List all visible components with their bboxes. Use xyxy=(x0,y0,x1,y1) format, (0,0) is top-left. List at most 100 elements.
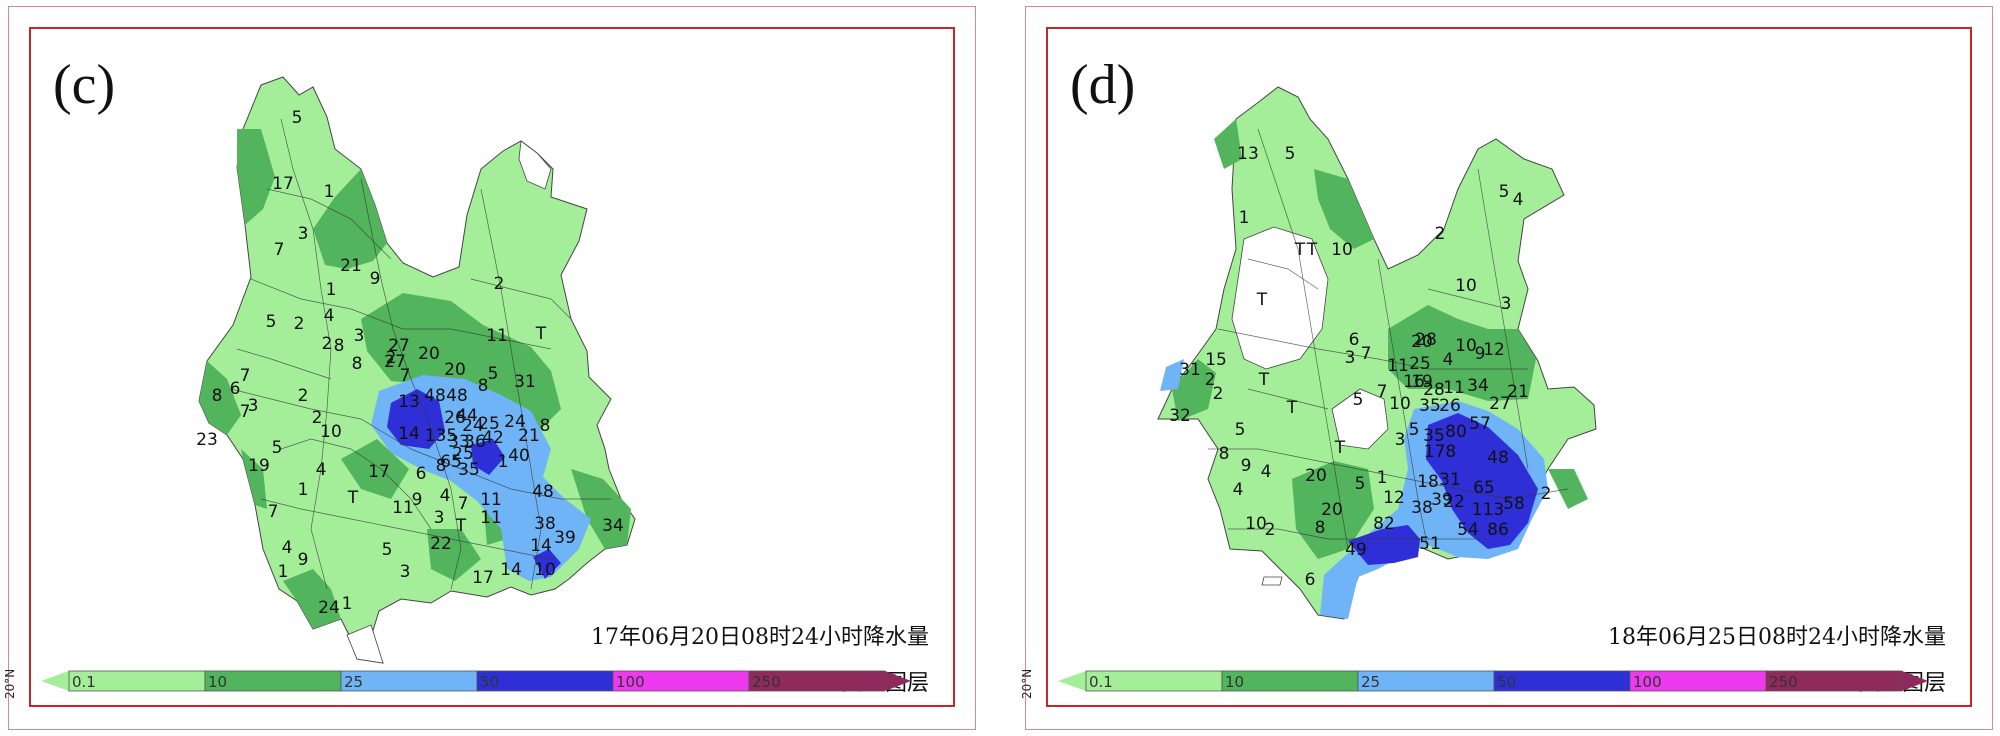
station-value: 28 xyxy=(1423,380,1445,400)
station-value: 17 xyxy=(272,174,294,194)
station-value: 32 xyxy=(1169,406,1191,426)
station-value: 8 xyxy=(540,416,551,436)
station-value: 25 xyxy=(1409,354,1431,374)
station-value: 10 xyxy=(320,422,342,442)
latitude-label: 20°N xyxy=(1020,668,1034,699)
station-value: 5 xyxy=(1353,390,1364,410)
latitude-label: 20°N xyxy=(3,668,17,699)
station-value: 48 xyxy=(1487,448,1509,468)
station-value: 1 xyxy=(498,452,509,472)
station-value: 21 xyxy=(340,256,362,276)
station-value: 10 xyxy=(1455,276,1477,296)
station-value: 11 xyxy=(1387,356,1409,376)
station-value: 36 xyxy=(464,432,486,452)
station-value: 1 xyxy=(324,182,335,202)
station-value: 135 xyxy=(425,426,457,446)
station-value: 8 xyxy=(352,354,363,374)
station-value: T xyxy=(1294,240,1306,260)
no-rain-area xyxy=(1261,576,1283,586)
station-value: 1 xyxy=(326,280,337,300)
legend-arrow-right xyxy=(1902,671,1928,691)
station-value: 54 xyxy=(1457,520,1479,540)
station-value: 20 xyxy=(418,344,440,364)
station-value: 27 xyxy=(1489,394,1511,414)
rain-10-25 xyxy=(1214,119,1242,169)
station-value: 2 xyxy=(386,348,397,368)
station-value: 8 xyxy=(212,386,223,406)
station-value: 5 xyxy=(488,364,499,384)
station-value: 5 xyxy=(382,540,393,560)
station-value: 3 xyxy=(298,224,309,244)
station-value: T xyxy=(347,488,359,508)
station-value: 27 xyxy=(388,336,410,356)
station-value: 38 xyxy=(534,514,556,534)
station-value: 2 xyxy=(494,274,505,294)
map-caption: 17年06月20日08时24小时降水量 xyxy=(591,625,929,650)
station-value: 5 xyxy=(292,108,303,128)
station-value: 11 xyxy=(392,498,414,518)
station-value: 113 xyxy=(1472,500,1504,520)
station-value: 7 xyxy=(1361,344,1372,364)
station-value: 4 xyxy=(1443,350,1454,370)
station-value: 7 xyxy=(1377,382,1388,402)
station-value: 7 xyxy=(240,366,251,386)
rain-10-25 xyxy=(571,469,631,549)
station-value: 9 xyxy=(412,490,423,510)
legend-arrow-left xyxy=(41,671,69,691)
station-value: 48 xyxy=(446,386,468,406)
rain-10-25 xyxy=(1172,359,1216,421)
station-value: 1 xyxy=(1239,208,1250,228)
legend-threshold-label: 25 xyxy=(1361,673,1380,691)
legend-arrow-left xyxy=(1058,671,1086,691)
legend-threshold-label: 10 xyxy=(208,673,227,691)
station-value: 4 xyxy=(316,460,327,480)
station-value: 13 xyxy=(398,392,420,412)
station-value: 17 xyxy=(368,462,390,482)
station-value: 7 xyxy=(400,366,411,386)
station-value: 4 xyxy=(1261,462,1272,482)
station-value: 39 xyxy=(1431,490,1453,510)
station-value: 35 xyxy=(458,460,480,480)
station-value: 6 xyxy=(1349,330,1360,350)
rain-10-25 xyxy=(1388,305,1536,401)
rain-10-25 xyxy=(1314,169,1374,249)
station-value: 34 xyxy=(602,516,624,536)
station-value: 4 xyxy=(324,306,335,326)
station-value: 65 xyxy=(1473,478,1495,498)
station-value: 178 xyxy=(1424,442,1456,462)
station-value: 3 xyxy=(400,562,411,582)
county-boundaries xyxy=(230,118,611,590)
station-value: 1 xyxy=(1377,468,1388,488)
station-value: 21 xyxy=(1507,382,1529,402)
station-value: 5 xyxy=(1355,474,1366,494)
station-value: 13 xyxy=(1237,144,1259,164)
station-value: 8 xyxy=(436,456,447,476)
station-value: 2 xyxy=(312,408,323,428)
station-value: T xyxy=(535,324,547,344)
station-value: 3 xyxy=(1395,430,1406,450)
county-boundaries xyxy=(1208,128,1569,550)
station-value: 11 xyxy=(480,508,502,528)
station-value: 24 xyxy=(318,598,340,618)
legend-arrow-right xyxy=(885,671,911,691)
station-value: 8 xyxy=(1315,518,1326,538)
rain-50-100 xyxy=(387,389,445,449)
station-value: T xyxy=(1306,240,1318,260)
station-value: 86 xyxy=(1487,520,1509,540)
rain-10-25 xyxy=(313,169,387,269)
station-value: 48 xyxy=(532,482,554,502)
station-value: 6 xyxy=(230,379,241,399)
station-value: 3 xyxy=(1501,294,1512,314)
map-caption: 18年06月25日08时24小时降水量 xyxy=(1608,625,1946,650)
station-value: 17 xyxy=(472,568,494,588)
station-value: 25 xyxy=(478,414,500,434)
rain-50-100 xyxy=(1426,413,1538,549)
rain-50-100 xyxy=(471,439,505,475)
station-value: 1 xyxy=(298,480,309,500)
station-value: 1 xyxy=(342,594,353,614)
station-value: 16 xyxy=(1403,372,1425,392)
station-value: 42 xyxy=(482,428,504,448)
rain-25-50 xyxy=(1160,359,1184,391)
station-value: 9 xyxy=(1475,344,1486,364)
